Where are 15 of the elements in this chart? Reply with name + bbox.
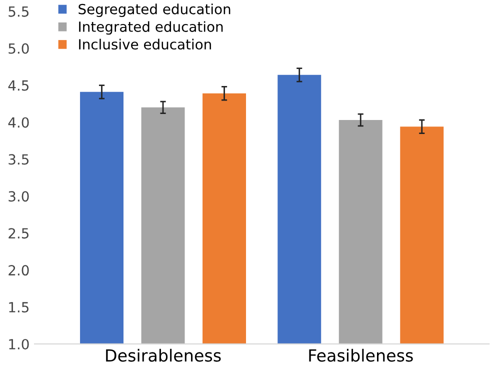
- y-tick-label: 5.0: [8, 43, 29, 54]
- y-tick-label: 4.0: [8, 117, 29, 128]
- y-tick-label: 3.0: [8, 191, 29, 202]
- y-tick-label: 1.5: [9, 302, 29, 312]
- y-tick-label: 5.5: [8, 6, 29, 17]
- x-tick-label: Desirableness: [106, 348, 221, 362]
- y-tick-label: 4.5: [8, 80, 29, 91]
- legend-label: Integrated education: [79, 21, 223, 35]
- y-tick-label: 3.5: [8, 154, 29, 165]
- legend-label: Inclusive education: [79, 38, 211, 50]
- y-tick-label: 2.5: [8, 228, 29, 239]
- legend-label: Segregated education: [78, 4, 230, 18]
- y-tick-label: 2.0: [8, 265, 29, 276]
- y-tick-label: 1.0: [9, 338, 29, 350]
- x-tick-label: Feasibleness: [309, 348, 413, 362]
